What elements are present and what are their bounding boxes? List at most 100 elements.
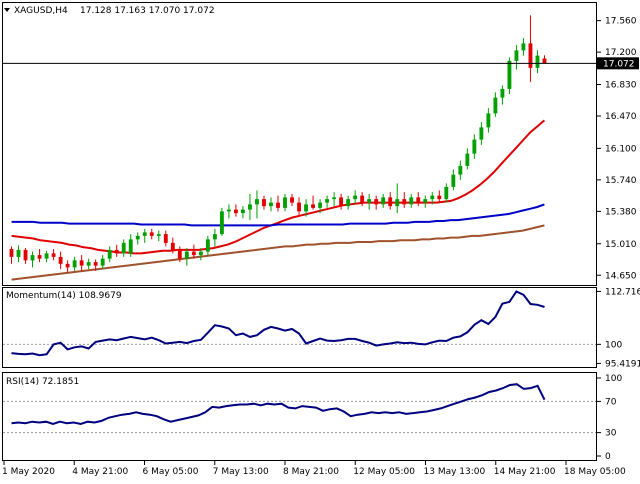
candle-body [521,43,526,51]
candle-body [233,209,238,214]
time-tick-label: 7 May 13:00 [213,467,269,477]
candle-body [479,127,484,140]
candle-body [212,234,217,240]
momentum-tick-label: 112.7167 [605,287,640,297]
candle-body [16,249,21,257]
candle-body [325,199,330,203]
rsi-tick-label: 70 [605,397,617,407]
symbol-label: XAGUSD,H4 [14,6,68,16]
candle-body [535,55,540,68]
candle-body [86,262,91,266]
candle-body [170,242,175,250]
candle-body [388,197,393,207]
candle-body [353,195,358,200]
candle-body [135,235,140,240]
current-price-badge [597,57,639,70]
candle-body [23,249,28,261]
moving-averages [11,119,546,281]
price-axis: 17.560 17.200 16.830 16.470 16.100 15.740 15.3… [597,17,637,281]
rsi-tick-label: 0 [605,452,611,462]
candle-body [198,251,203,256]
candle-body [100,258,105,266]
candles [9,15,547,273]
time-tick-label: 12 May 05:00 [353,467,415,477]
candle-body [184,251,189,259]
candle-body [269,202,273,207]
ohlc-label: 17.128 17.163 17.070 17.072 [80,6,215,16]
price-tick-label: 15.010 [605,240,637,250]
candle-body [423,199,428,203]
candle-body [30,255,35,261]
candle-body [304,204,308,212]
candle-body [290,197,294,203]
time-tick-label: 18 May 05:00 [564,467,626,477]
candle-body [409,197,414,205]
candle-body [177,249,182,259]
candle-body [262,199,266,207]
rsi-panel-frame [2,372,597,461]
rsi-tick-label: 30 [605,429,617,439]
candle-body [255,199,259,205]
time-tick-label: 6 May 05:00 [143,467,199,477]
candle-body [219,211,224,235]
candle-body [107,249,112,259]
price-tick-label: 16.100 [605,144,637,154]
momentum-panel-frame [2,287,597,368]
rsi-tick-label: 100 [605,374,622,384]
candle-body [241,209,245,214]
candle-body [191,251,196,256]
price-tick-label: 15.740 [605,176,637,186]
candle-body [65,263,70,268]
moving-average-line-3 [11,224,545,281]
price-panel-frame [2,2,597,286]
candle-body [114,249,119,254]
candle-body [381,197,386,205]
candle-body [360,195,365,203]
collapse-triangle-icon[interactable] [4,8,10,12]
rsi-indicator: 100 70 30 0 [3,374,622,462]
time-axis: 1 May 2020 4 May 21:00 6 May 05:00 7 May 13… [2,461,626,477]
candle-body [430,195,435,200]
candle-body [402,199,407,205]
candle-body [451,174,456,187]
candle-body [205,239,210,252]
candle-body [472,139,477,154]
candle-body [79,260,84,266]
current-price-value: 17.072 [603,59,635,69]
candle-body [458,165,463,175]
time-tick-label: 13 May 13:00 [424,467,486,477]
momentum-indicator: 112.7167 100 95.4191 [3,287,640,369]
candle-body [514,50,519,61]
candle-body [128,239,133,254]
rsi-line [11,383,546,426]
candle-body [395,199,400,207]
price-tick-label: 16.830 [605,81,637,91]
candle-body [346,199,351,207]
price-tick-label: 17.200 [605,48,637,58]
candle-body [500,88,505,98]
candle-body [72,260,77,268]
price-tick-label: 14.650 [605,271,637,281]
candle-body [156,234,161,236]
candle-body [318,202,323,208]
candle-body [163,234,168,243]
momentum-title: Momentum(14) 108.9679 [6,291,122,301]
moving-average-line-1 [11,119,546,255]
time-tick-label: 14 May 21:00 [494,467,556,477]
candle-body [9,249,14,257]
price-tick-label: 17.560 [605,17,637,27]
rsi-title: RSI(14) 72.1851 [6,377,79,387]
time-tick-label: 8 May 21:00 [283,467,339,477]
candle-body [311,204,315,208]
candle-body [493,97,498,114]
candle-body [58,256,63,264]
moving-average-line-2 [11,203,545,227]
time-tick-label: 4 May 21:00 [72,467,128,477]
candle-body [465,153,470,166]
current-price-tag: 17.072 [3,57,639,70]
momentum-tick-label: 100 [605,340,622,350]
candle-body [276,202,280,208]
price-tick-label: 15.380 [605,207,637,217]
candle-body [444,186,449,200]
candle-body [37,255,42,259]
